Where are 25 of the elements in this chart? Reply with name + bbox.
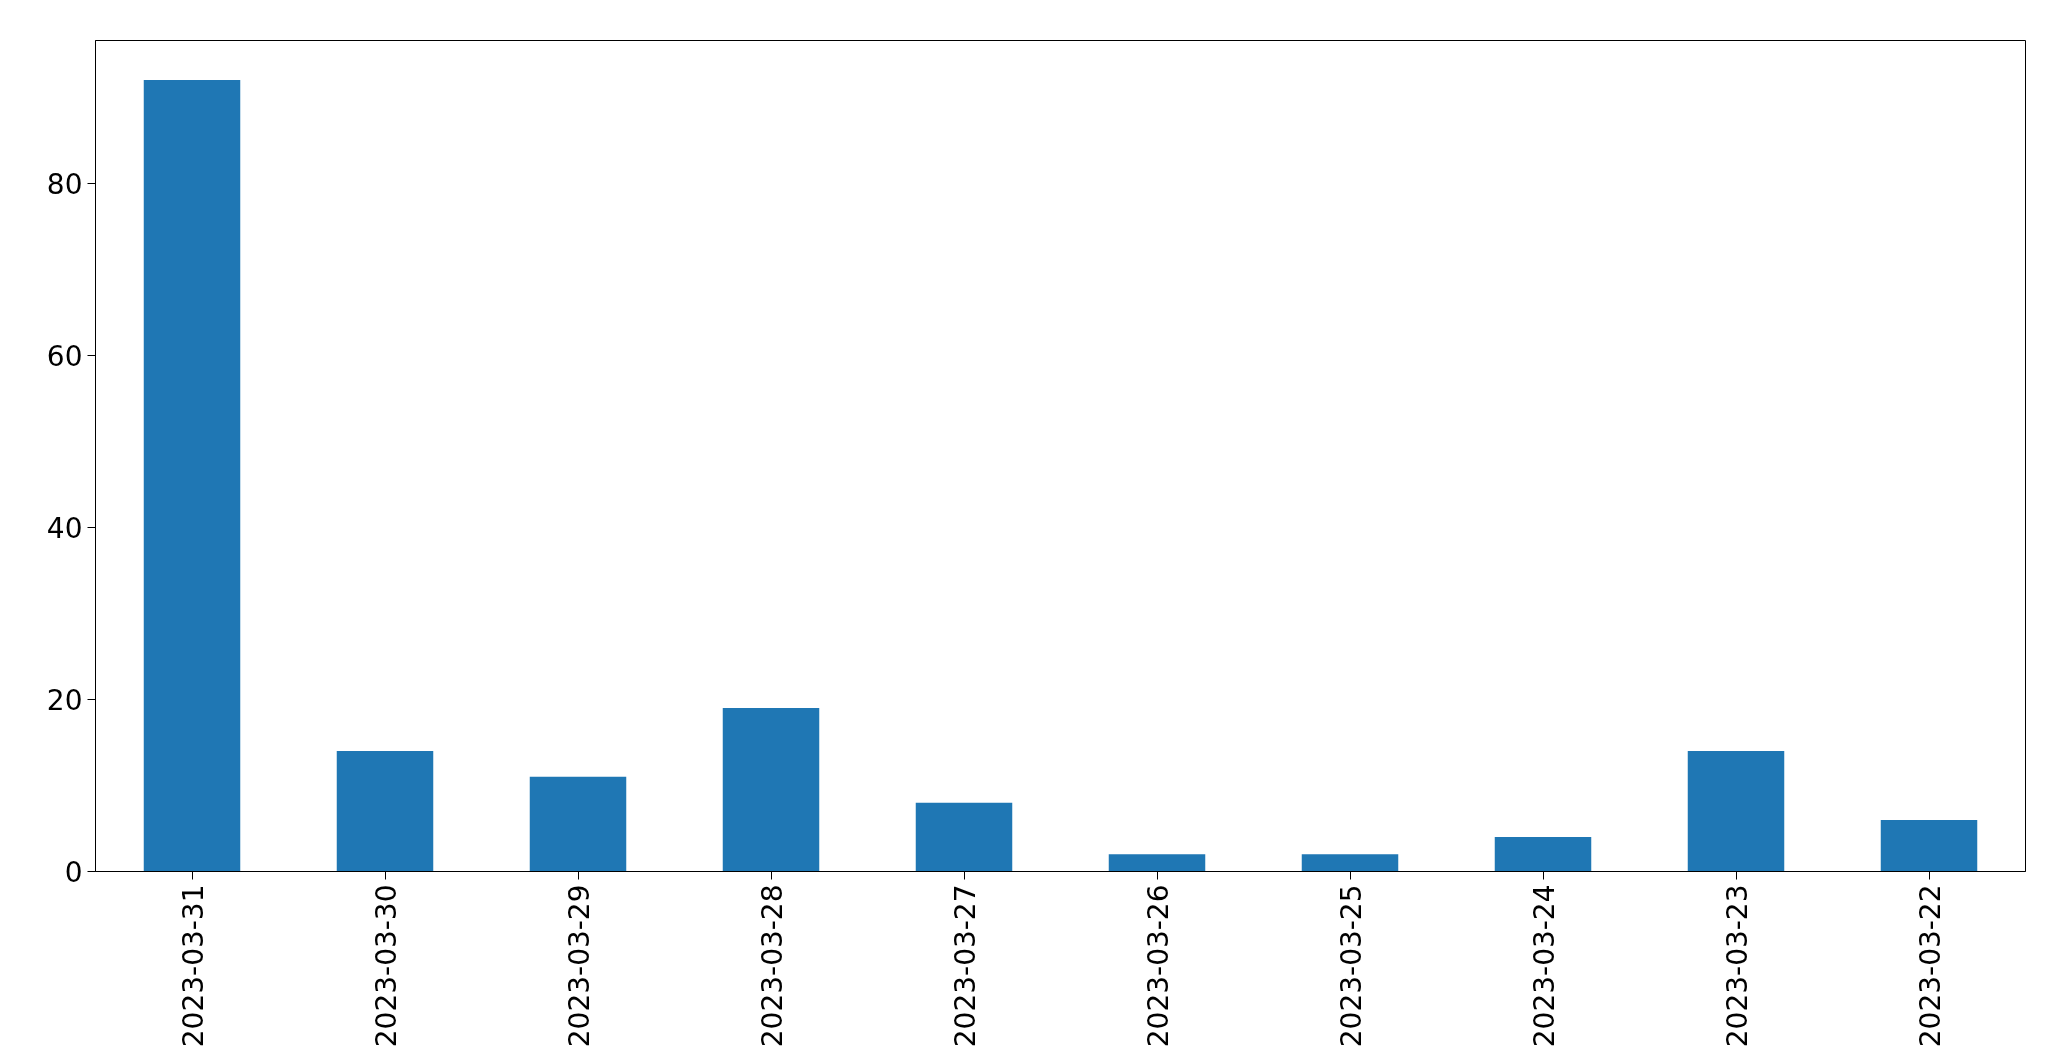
x-tick-label: 2023-03-31 xyxy=(176,884,210,1048)
x-tick-label: 2023-03-29 xyxy=(562,884,596,1048)
bar xyxy=(1108,854,1206,872)
x-tick-label: 2023-03-22 xyxy=(1913,884,1947,1048)
bar xyxy=(1880,819,1978,872)
bar xyxy=(336,751,434,872)
y-tick-label: 0 xyxy=(64,856,83,889)
bar xyxy=(143,80,241,872)
bar xyxy=(915,802,1013,872)
x-tick-label: 2023-03-27 xyxy=(948,884,982,1048)
y-tick-label: 40 xyxy=(46,511,83,545)
x-tick-label: 2023-03-30 xyxy=(369,884,403,1048)
y-tick-label: 60 xyxy=(46,339,83,373)
x-tick-label: 2023-03-23 xyxy=(1720,884,1754,1048)
bar xyxy=(722,708,820,872)
bar xyxy=(529,776,627,872)
x-tick-label: 2023-03-26 xyxy=(1141,884,1175,1048)
y-tick-label: 80 xyxy=(46,167,83,201)
bar xyxy=(1687,751,1785,872)
bar xyxy=(1301,854,1399,872)
x-tick-label: 2023-03-24 xyxy=(1527,884,1561,1048)
bar xyxy=(1494,837,1592,872)
x-tick-label: 2023-03-28 xyxy=(755,884,789,1048)
x-tick-label: 2023-03-25 xyxy=(1334,884,1368,1048)
y-tick-label: 20 xyxy=(46,683,83,717)
